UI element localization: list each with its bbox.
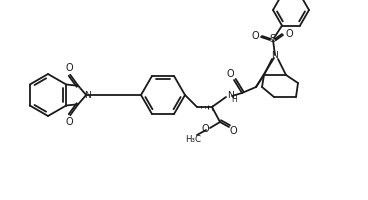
Text: H₃C: H₃C (185, 136, 201, 144)
Text: O: O (229, 126, 237, 136)
Text: N: N (84, 90, 91, 99)
Text: O: O (201, 124, 209, 134)
Text: O: O (251, 31, 259, 41)
Text: N: N (272, 50, 278, 60)
Text: H: H (231, 95, 237, 104)
Text: O: O (226, 69, 234, 79)
Text: O: O (285, 29, 293, 39)
Text: S: S (270, 34, 276, 44)
Text: N: N (228, 92, 234, 100)
Text: O: O (66, 117, 73, 127)
Text: O: O (66, 63, 73, 73)
